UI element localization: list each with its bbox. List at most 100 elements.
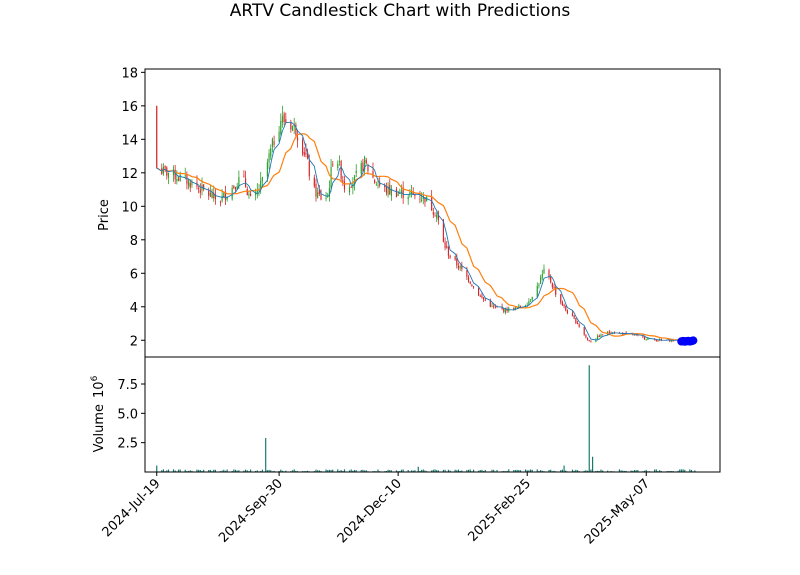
candle-body — [199, 189, 201, 193]
candle-body — [571, 312, 574, 317]
candle-body — [278, 131, 280, 142]
candle-body — [566, 310, 569, 314]
candle-body — [528, 301, 530, 306]
candle-body — [283, 113, 285, 123]
volume-bar — [457, 469, 460, 472]
candle-body — [384, 185, 386, 187]
candle-body — [198, 187, 200, 189]
volume-bar — [196, 469, 198, 472]
volume-bar — [602, 470, 604, 472]
volume-bar — [633, 470, 636, 472]
volume-bar — [508, 469, 510, 472]
price-panel: 2 4 6 8 10 12 14 16 18 Price — [97, 66, 721, 358]
candle-body — [377, 184, 379, 186]
candle-body — [402, 187, 404, 199]
volume-bar — [600, 469, 602, 472]
volume-bar — [467, 469, 470, 472]
volume-bar — [575, 469, 577, 472]
volume-bar — [364, 470, 366, 472]
candle-body — [595, 339, 597, 342]
volume-bar — [179, 469, 181, 472]
candle-body — [166, 167, 168, 176]
candle-body — [585, 334, 587, 338]
chart-title: ARTV Candlestick Chart with Predictions — [230, 1, 571, 21]
candle-body — [211, 192, 213, 198]
volume-bar — [680, 469, 683, 472]
candle-body — [320, 193, 322, 200]
volume-axis-label: Volume 106 — [90, 375, 107, 452]
candle-body — [519, 305, 522, 307]
candle-body — [548, 270, 550, 278]
candle-body — [156, 105, 158, 168]
volume-bar — [280, 469, 282, 472]
volume-bar — [266, 470, 268, 472]
candle-body — [258, 189, 260, 191]
volume-scale-exponent: 6 — [90, 375, 100, 381]
candle-body — [191, 182, 193, 185]
volume-bar — [682, 469, 684, 472]
volume-bar — [187, 470, 190, 472]
candle-body — [184, 175, 186, 177]
volume-bar — [529, 469, 532, 472]
candle-body — [226, 196, 228, 200]
candle-body — [493, 305, 495, 307]
volume-bar — [431, 470, 433, 472]
candle-body — [395, 189, 398, 198]
candle-body — [308, 161, 310, 177]
candle-body — [586, 337, 589, 341]
volume-tick-label: 5.0 — [117, 407, 138, 422]
candle-body — [238, 177, 240, 187]
volume-bar — [330, 469, 332, 472]
price-axis-label: Price — [97, 199, 112, 231]
candle-body — [318, 189, 320, 195]
candle-body — [189, 182, 191, 188]
volume-bar — [270, 470, 272, 472]
candle-body — [234, 187, 237, 190]
volume-bar — [625, 470, 627, 472]
volume-bar — [618, 469, 621, 472]
volume-bar — [536, 469, 538, 472]
volume-bar — [340, 470, 342, 472]
volume-bar — [387, 469, 389, 472]
volume-bar — [630, 470, 632, 472]
candle-body — [635, 334, 637, 336]
candle-body — [612, 333, 614, 335]
volume-bar — [268, 469, 270, 472]
volume-bar — [437, 470, 439, 472]
candle-body — [315, 183, 317, 197]
volume-bar — [518, 470, 520, 472]
candle-body — [179, 174, 181, 182]
volume-bar — [563, 465, 565, 472]
candle-body — [536, 285, 538, 298]
candle-body — [602, 334, 604, 336]
volume-bar — [454, 469, 456, 472]
volume-bar — [337, 469, 339, 472]
candle-body — [457, 266, 460, 269]
candle-body — [563, 304, 565, 307]
volume-bar — [654, 469, 656, 472]
candle-body — [655, 339, 657, 341]
volume-bar — [637, 470, 639, 472]
volume-bar — [213, 469, 215, 472]
volume-bar — [332, 469, 334, 472]
volume-bar — [422, 469, 424, 472]
volume-bar — [524, 469, 527, 472]
volume-bar — [550, 469, 552, 472]
candle-body — [355, 170, 357, 174]
candle-body — [449, 255, 451, 258]
candle-body — [325, 197, 327, 199]
candle-body — [555, 287, 557, 295]
volume-bar — [526, 470, 528, 472]
volume-bar — [352, 470, 354, 472]
candle-body — [472, 286, 475, 288]
volume-bar — [561, 469, 564, 472]
candle-body — [313, 177, 315, 187]
candle-body — [255, 192, 257, 195]
volume-bar — [233, 469, 235, 472]
candle-body — [203, 184, 205, 190]
volume-bar — [478, 470, 480, 472]
volume-bar — [635, 470, 637, 472]
candle-body — [419, 198, 421, 200]
candle-body — [167, 172, 170, 178]
candle-body — [436, 214, 438, 219]
